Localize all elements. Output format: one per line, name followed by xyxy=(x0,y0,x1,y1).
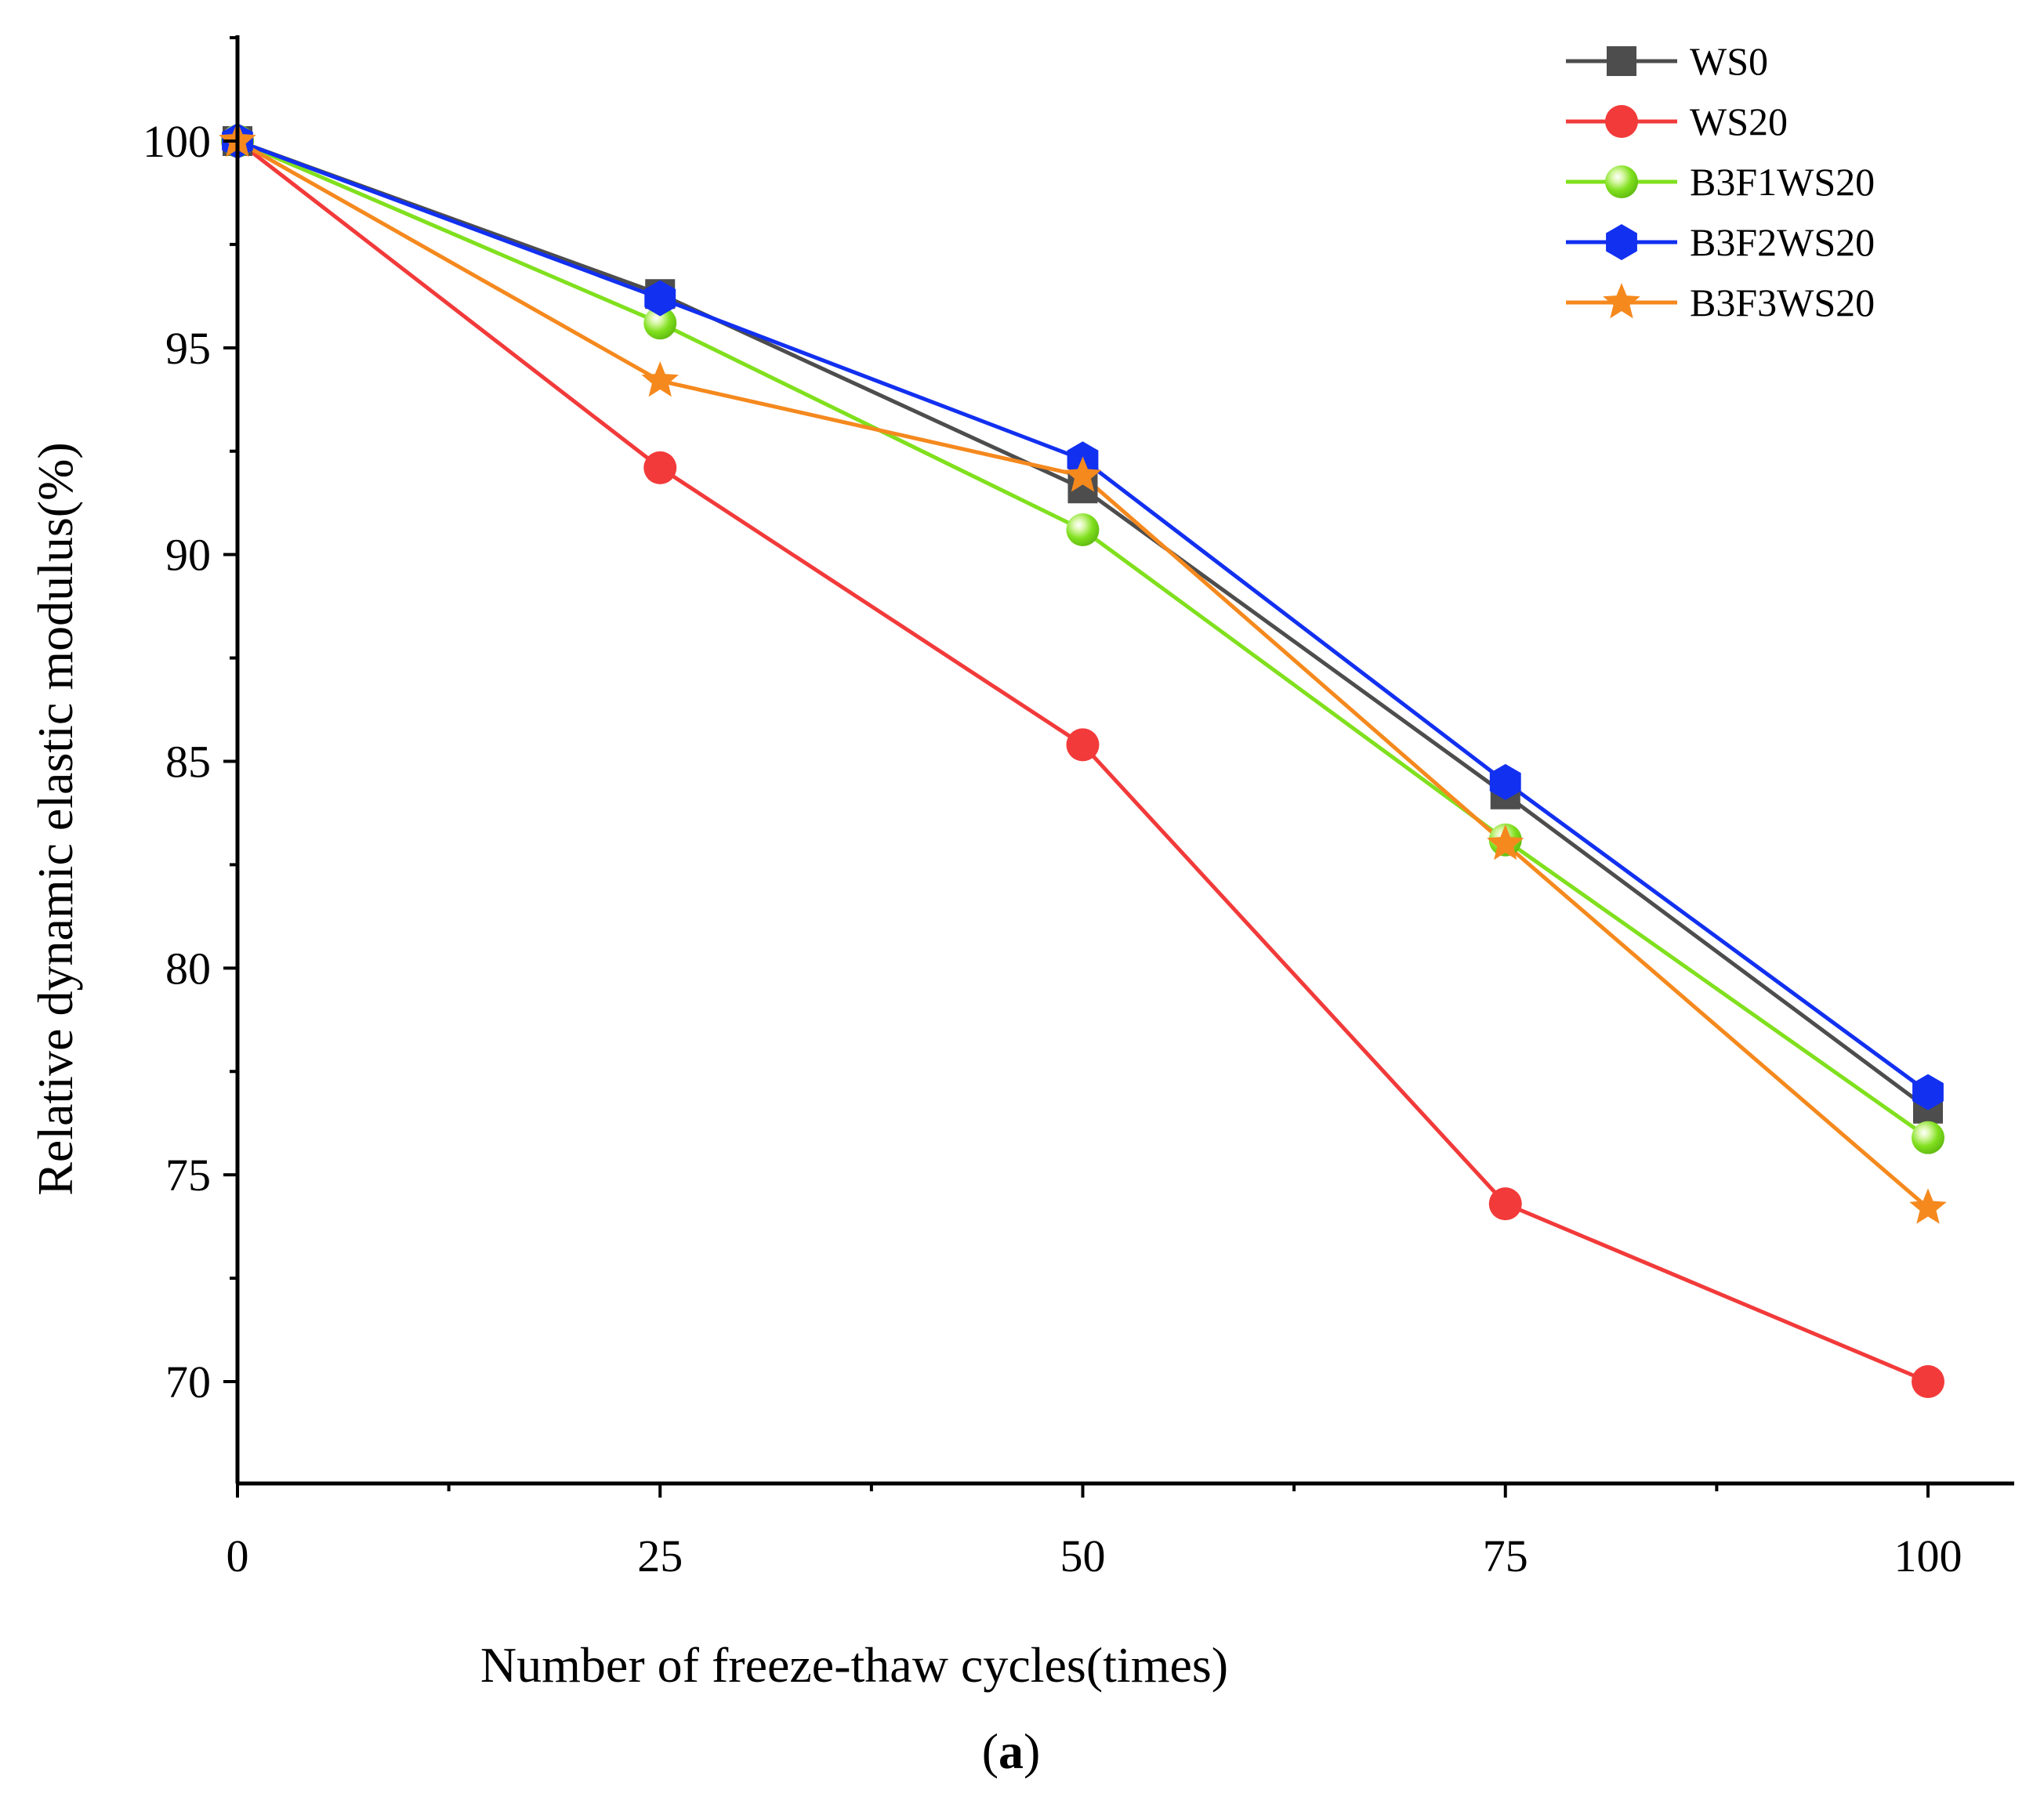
x-tick-label: 50 xyxy=(1060,1531,1106,1581)
data-point-b3f1ws20 xyxy=(1912,1121,1944,1154)
y-tick-label: 70 xyxy=(165,1357,211,1407)
x-tick-label: 100 xyxy=(1894,1531,1962,1581)
legend-marker xyxy=(1607,46,1636,76)
y-tick-label: 95 xyxy=(165,323,211,374)
data-point-b3f3ws20 xyxy=(1064,456,1102,492)
x-tick-label: 75 xyxy=(1483,1531,1528,1581)
y-tick-label: 100 xyxy=(143,116,211,167)
data-point-b3f1ws20 xyxy=(643,306,677,340)
y-tick-label: 80 xyxy=(165,943,211,994)
legend-marker xyxy=(1605,165,1638,198)
legend-label: B3F1WS20 xyxy=(1690,160,1875,204)
legend-label: B3F2WS20 xyxy=(1690,220,1875,264)
legend-marker xyxy=(1605,105,1638,138)
data-point-ws20 xyxy=(1912,1365,1944,1398)
data-point-b3f2ws20 xyxy=(1489,763,1521,800)
legend-marker xyxy=(1603,283,1640,319)
data-point-b3f2ws20 xyxy=(1912,1074,1944,1110)
figure-caption: (a) xyxy=(982,1723,1041,1779)
caption-letter: a xyxy=(998,1723,1024,1779)
x-axis-title: Number of freeze-thaw cycles(times) xyxy=(480,1637,1228,1693)
legend-entry-b3f1ws20: B3F1WS20 xyxy=(1566,160,1875,204)
legend-label: WS20 xyxy=(1690,100,1788,143)
data-point-ws20 xyxy=(643,451,677,484)
x-tick-label: 25 xyxy=(637,1531,683,1581)
legend-entry-b3f3ws20: B3F3WS20 xyxy=(1566,281,1875,324)
data-point-b3f3ws20 xyxy=(1487,824,1524,860)
data-point-ws20 xyxy=(1488,1187,1522,1221)
legend-label: WS0 xyxy=(1690,39,1768,83)
data-point-b3f2ws20 xyxy=(644,280,676,317)
y-tick-label: 90 xyxy=(165,530,211,581)
data-point-ws20 xyxy=(1066,728,1100,762)
y-tick-label: 75 xyxy=(165,1150,211,1201)
plot-area: 70 75 80 85 90 95 100 0 25 50 75 100 xyxy=(143,35,2014,1581)
y-axis-title: Relative dynamic elastic modulus(%) xyxy=(27,442,83,1196)
axes-layer: 70 75 80 85 90 95 100 0 25 50 75 100 xyxy=(143,35,2014,1581)
data-point-b3f1ws20 xyxy=(1066,513,1100,547)
x-tick-label: 0 xyxy=(227,1531,249,1581)
data-point-b3f3ws20 xyxy=(1909,1188,1947,1224)
legend-entry-ws20: WS20 xyxy=(1566,100,1788,143)
legend-label: B3F3WS20 xyxy=(1690,281,1875,324)
legend-entry-b3f2ws20: B3F2WS20 xyxy=(1566,220,1875,264)
y-tick-label: 85 xyxy=(165,737,211,788)
series-layer xyxy=(219,121,1947,1398)
legend: WS0 WS20 B3F1WS20 B3F2WS20 B3F3WS20 xyxy=(1566,39,1875,324)
data-point-b3f3ws20 xyxy=(641,361,679,397)
legend-marker xyxy=(1606,224,1637,260)
series-line-ws20 xyxy=(236,139,1929,1384)
legend-entry-ws0: WS0 xyxy=(1566,39,1768,83)
caption-close-paren: ) xyxy=(1024,1723,1040,1779)
caption-open-paren: ( xyxy=(982,1723,998,1779)
